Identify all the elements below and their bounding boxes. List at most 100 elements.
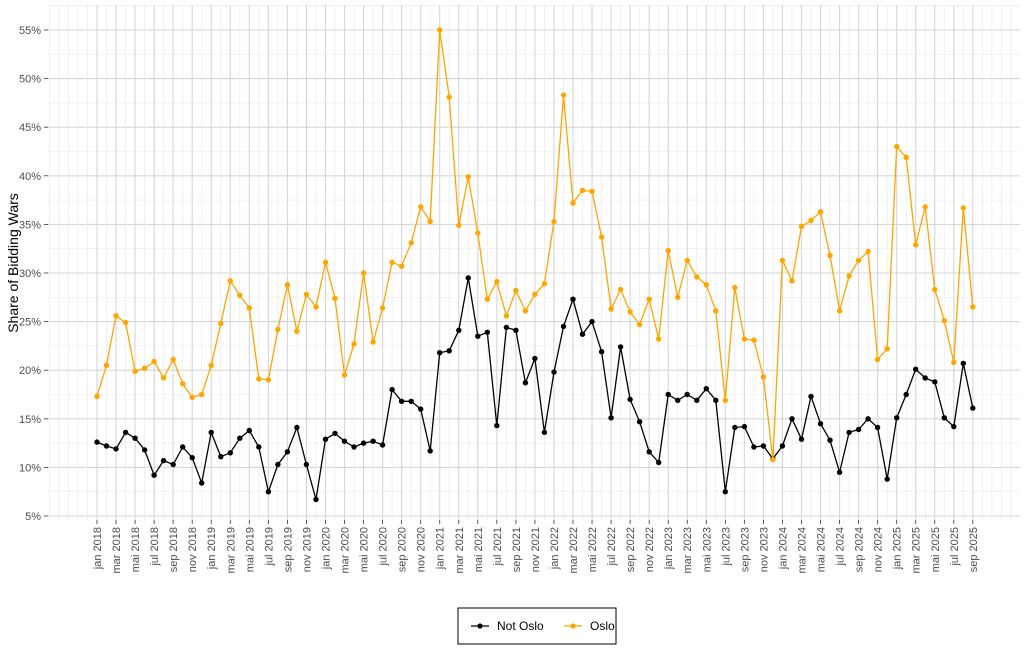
data-point-not-oslo <box>446 348 452 354</box>
data-point-oslo <box>970 304 976 310</box>
data-point-oslo <box>256 376 262 382</box>
data-point-oslo <box>703 282 709 288</box>
data-point-oslo <box>132 368 138 374</box>
x-tick-label: mar 2018 <box>111 527 123 573</box>
data-point-oslo <box>360 270 367 276</box>
data-point-not-oslo <box>246 427 252 434</box>
data-point-oslo <box>855 257 862 264</box>
y-tick-label: 25% <box>19 317 41 329</box>
data-point-oslo <box>713 308 719 314</box>
y-tick-label: 10% <box>19 462 41 474</box>
data-point-oslo <box>589 188 595 195</box>
data-point-not-oslo <box>827 437 833 443</box>
data-point-oslo <box>427 218 433 225</box>
x-tick-label: jul 2024 <box>835 527 847 567</box>
data-point-not-oslo <box>494 422 500 429</box>
data-point-not-oslo <box>922 375 928 381</box>
y-tick-label: 45% <box>19 122 41 134</box>
data-point-oslo <box>541 281 548 287</box>
data-point-oslo <box>722 397 728 403</box>
data-point-oslo <box>446 94 452 100</box>
data-point-oslo <box>227 278 233 284</box>
data-point-not-oslo <box>456 327 462 333</box>
legend-label-oslo: Oslo <box>590 619 615 633</box>
data-point-oslo <box>579 187 586 194</box>
legend-item-oslo[interactable]: Oslo <box>564 619 615 633</box>
x-tick-label: nov 2020 <box>416 527 428 572</box>
data-point-oslo <box>922 204 928 210</box>
data-point-not-oslo <box>313 496 319 503</box>
data-point-oslo <box>160 375 167 381</box>
data-point-not-oslo <box>275 461 281 468</box>
data-point-oslo <box>522 308 529 314</box>
data-point-not-oslo <box>560 323 567 330</box>
data-point-oslo <box>789 278 795 284</box>
data-point-oslo <box>494 279 500 285</box>
x-tick-label: mai 2023 <box>701 527 713 572</box>
x-tick-label: jul 2022 <box>606 527 618 567</box>
x-tick-label: nov 2023 <box>758 527 770 572</box>
data-point-not-oslo <box>418 406 424 412</box>
data-point-not-oslo <box>913 366 919 372</box>
data-point-oslo <box>180 381 186 387</box>
data-point-oslo <box>694 274 700 280</box>
data-point-oslo <box>751 337 757 343</box>
data-point-not-oslo <box>199 480 205 486</box>
data-point-oslo <box>303 291 310 298</box>
data-point-not-oslo <box>141 447 148 453</box>
data-point-oslo <box>532 291 538 298</box>
data-point-not-oslo <box>170 461 176 468</box>
data-point-not-oslo <box>294 424 300 431</box>
x-tick-label: nov 2018 <box>187 527 199 572</box>
legend: Not Oslo Oslo <box>457 607 617 645</box>
x-tick-label: jan 2022 <box>549 527 561 570</box>
data-point-not-oslo <box>608 415 614 421</box>
x-tick-label: sep 2023 <box>739 527 751 572</box>
y-tick-label: 50% <box>19 74 41 86</box>
data-point-not-oslo <box>103 443 110 449</box>
data-point-not-oslo <box>360 440 367 446</box>
data-point-not-oslo <box>732 424 738 431</box>
data-point-oslo <box>379 305 386 311</box>
data-point-oslo <box>960 205 966 211</box>
x-tick-label: mar 2022 <box>568 527 580 573</box>
data-point-not-oslo <box>656 459 662 466</box>
data-point-not-oslo <box>427 448 433 454</box>
data-point-not-oslo <box>227 450 233 456</box>
data-point-oslo <box>151 358 157 365</box>
x-tick-label: sep 2022 <box>625 527 637 572</box>
data-point-oslo <box>199 391 205 398</box>
data-point-oslo <box>313 304 319 310</box>
data-point-not-oslo <box>322 436 329 442</box>
x-tick-label: nov 2022 <box>644 527 656 572</box>
x-tick-label: mar 2019 <box>225 527 237 573</box>
x-tick-label: mar 2023 <box>682 527 694 573</box>
data-point-oslo <box>503 313 510 319</box>
x-tick-label: sep 2024 <box>854 527 866 572</box>
x-tick-label: jan 2018 <box>92 527 104 570</box>
data-point-not-oslo <box>646 449 652 455</box>
data-point-not-oslo <box>874 424 881 431</box>
data-point-oslo <box>894 143 900 150</box>
data-point-not-oslo <box>941 415 947 421</box>
data-point-not-oslo <box>341 438 348 444</box>
legend-key-point <box>477 623 483 629</box>
x-tick-label: sep 2020 <box>397 527 409 572</box>
y-tick-label: 5% <box>25 511 41 523</box>
legend-key-point <box>570 623 576 629</box>
data-point-not-oslo <box>189 455 195 461</box>
data-point-oslo <box>389 259 395 265</box>
data-point-oslo <box>370 339 376 345</box>
data-point-not-oslo <box>475 333 481 339</box>
data-point-not-oslo <box>113 446 119 452</box>
legend-item-not-oslo[interactable]: Not Oslo <box>471 619 544 633</box>
data-point-not-oslo <box>265 489 272 495</box>
y-tick-label: 20% <box>19 365 41 377</box>
data-point-not-oslo <box>694 397 700 403</box>
data-point-oslo <box>675 294 681 300</box>
data-point-not-oslo <box>960 360 966 367</box>
data-point-oslo <box>932 286 938 293</box>
data-point-not-oslo <box>903 391 909 398</box>
x-tick-label: jan 2023 <box>663 527 675 570</box>
data-point-not-oslo <box>122 429 129 436</box>
